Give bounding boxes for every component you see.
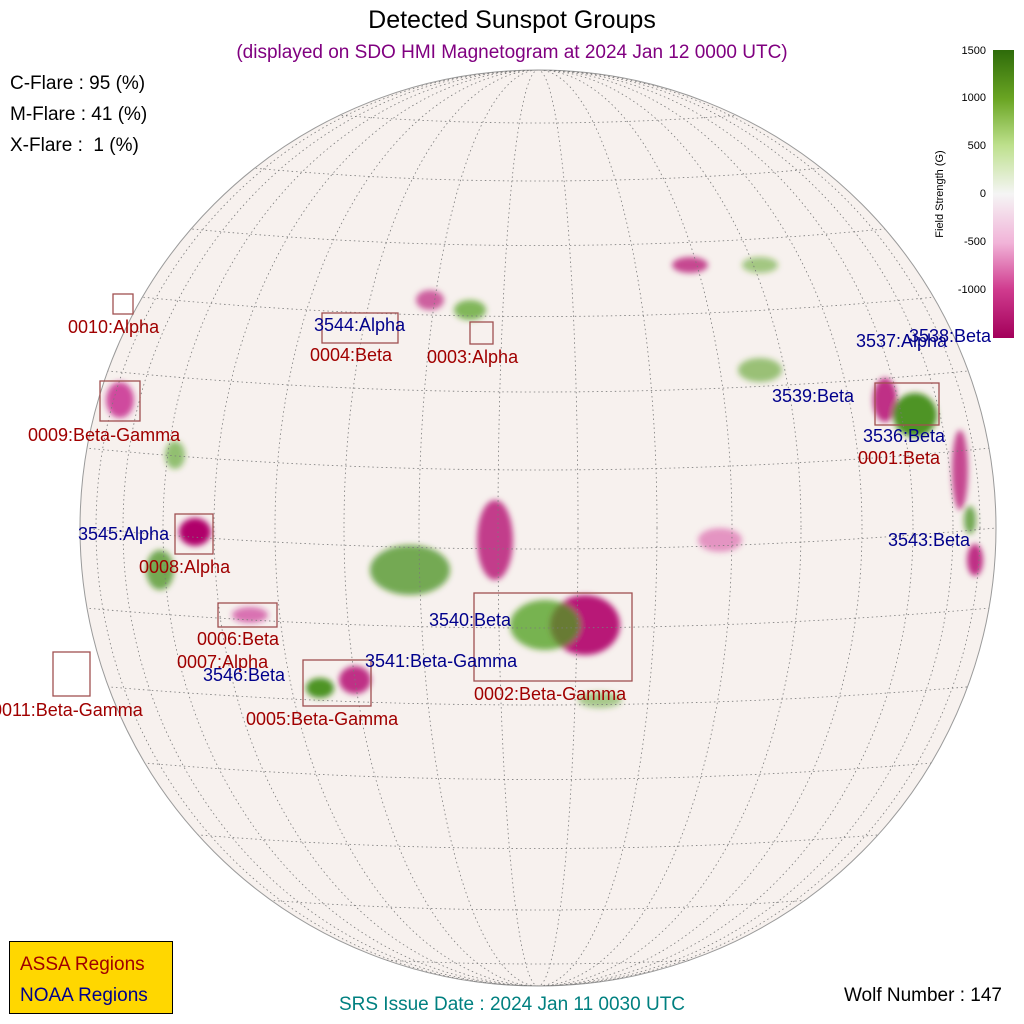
magnetic-field-patches xyxy=(102,257,983,708)
noaa-region-label: 3539:Beta xyxy=(772,386,855,406)
colorbar-tick: 1500 xyxy=(961,45,986,57)
noaa-region-label: 3543:Beta xyxy=(888,530,971,550)
colorbar-tick: -500 xyxy=(963,236,986,248)
assa-region-label: 0008:Alpha xyxy=(139,557,231,577)
assa-region-label: 0006:Beta xyxy=(197,629,280,649)
noaa-region-label: 3536:Beta xyxy=(863,426,946,446)
heliographic-grid xyxy=(80,70,996,986)
m-flare-probability: M-Flare : 41 (%) xyxy=(10,104,148,125)
noaa-region-label: 3537:Alpha xyxy=(856,331,948,351)
region-box-0003 xyxy=(469,321,494,345)
region-box-0006 xyxy=(217,602,278,628)
noaa-region-label: 3546:Beta xyxy=(203,665,286,685)
assa-region-label: 0011:Beta-Gamma xyxy=(0,700,143,720)
region-box-0011 xyxy=(52,651,91,697)
assa-region-label: 0010:Alpha xyxy=(68,317,160,337)
assa-region-label: 0003:Alpha xyxy=(427,347,519,367)
colorbar-tick: 1000 xyxy=(961,92,986,104)
page-subtitle: (displayed on SDO HMI Magnetogram at 202… xyxy=(236,42,788,63)
region-box-0010 xyxy=(112,293,134,315)
region-box-0009 xyxy=(99,380,141,422)
colorbar-title: Field Strength (G) xyxy=(934,150,946,238)
colorbar-tick: -1000 xyxy=(957,284,986,296)
noaa-region-label: 3540:Beta xyxy=(429,610,512,630)
region-box-0002 xyxy=(473,592,633,682)
colorbar-tick: 500 xyxy=(967,140,986,152)
noaa-region-label: 3541:Beta-Gamma xyxy=(365,651,518,671)
region-box-0001 xyxy=(874,382,940,426)
c-flare-probability: C-Flare : 95 (%) xyxy=(10,73,146,94)
noaa-region-label: 3544:Alpha xyxy=(314,315,406,335)
page-title: Detected Sunspot Groups xyxy=(368,6,656,34)
legend-assa-label: ASSA Regions xyxy=(20,954,145,975)
region-legend xyxy=(9,941,173,1014)
assa-region-label: 0007:Alpha xyxy=(177,652,269,672)
colorbar-tick: 0 xyxy=(979,188,986,200)
assa-region-label: 0001:Beta xyxy=(858,448,941,468)
wolf-number: Wolf Number : 147 xyxy=(843,985,1002,1006)
legend-noaa-label: NOAA Regions xyxy=(20,985,148,1006)
assa-region-label: 0004:Beta xyxy=(310,345,393,365)
x-flare-probability: X-Flare : 1 (%) xyxy=(10,135,139,156)
assa-region-label: 0009:Beta-Gamma xyxy=(28,425,181,445)
srs-issue-date: SRS Issue Date : 2024 Jan 11 0030 UTC xyxy=(338,994,686,1015)
field-strength-colorbar xyxy=(993,50,1014,338)
noaa-region-label: 3545:Alpha xyxy=(78,524,170,544)
solar-disk xyxy=(79,69,997,987)
region-box-0004 xyxy=(321,312,399,344)
assa-region-label: 0002:Beta-Gamma xyxy=(474,684,627,704)
assa-region-boxes xyxy=(52,293,940,707)
region-box-0005 xyxy=(302,659,372,707)
assa-region-label: 0005:Beta-Gamma xyxy=(246,709,399,729)
noaa-region-label: 3538:Beta xyxy=(909,326,992,346)
region-box-0008 xyxy=(174,513,214,555)
